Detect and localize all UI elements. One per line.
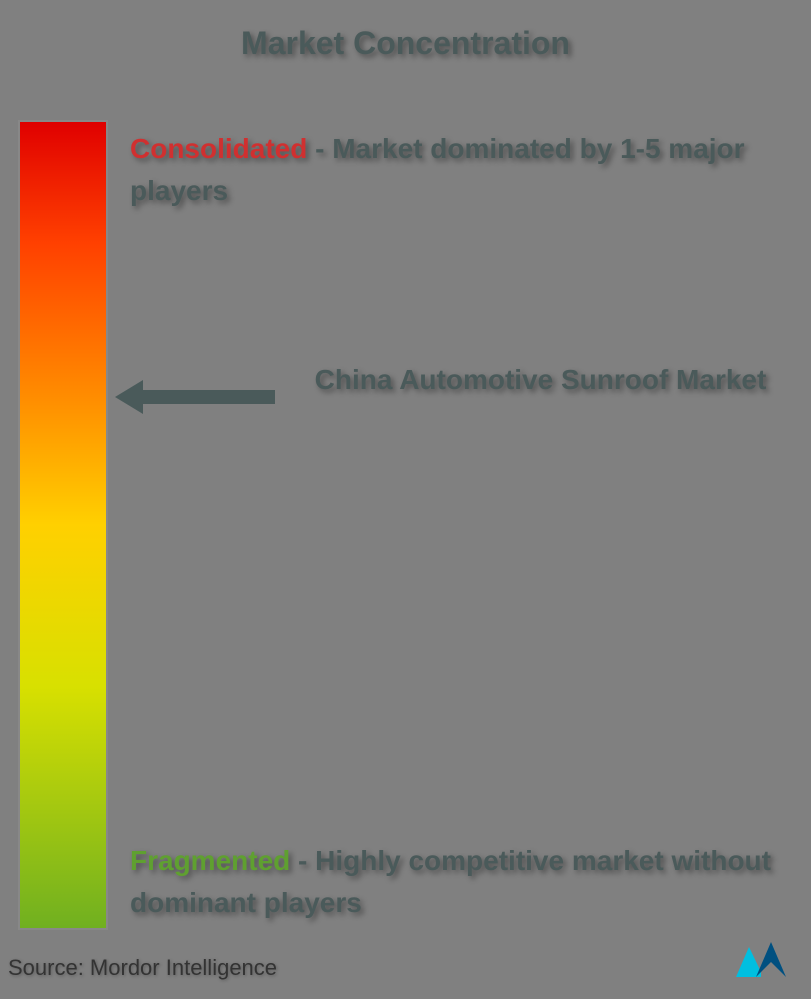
fragmented-keyword: Fragmented	[130, 845, 290, 876]
source-attribution: Source: Mordor Intelligence	[8, 955, 277, 981]
arrow-shaft	[135, 390, 275, 404]
concentration-gradient-bar	[18, 120, 108, 930]
consolidated-description: Consolidated - Market dominated by 1-5 m…	[130, 128, 781, 212]
mordor-logo-icon	[731, 937, 791, 987]
consolidated-keyword: Consolidated	[130, 133, 307, 164]
market-name-label: China Automotive Sunroof Market	[300, 360, 781, 399]
page-title: Market Concentration	[0, 25, 811, 62]
fragmented-description: Fragmented - Highly competitive market w…	[130, 840, 781, 924]
market-position-arrow	[115, 380, 275, 410]
